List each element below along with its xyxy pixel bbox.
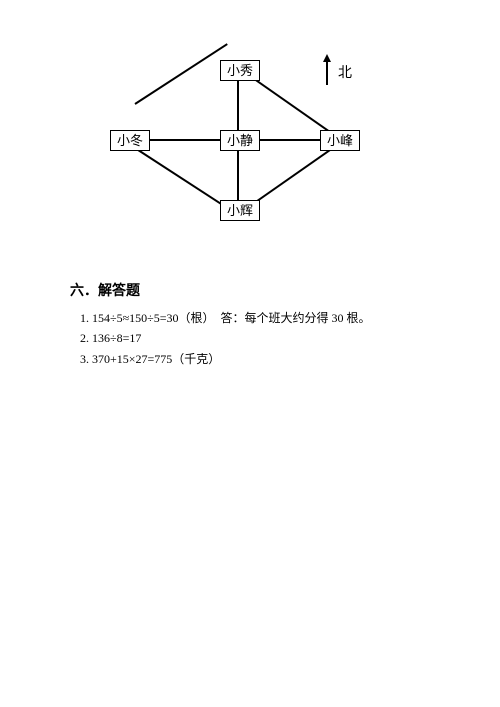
node-center: 小静	[220, 130, 260, 151]
network-diagram: 北 小秀 小冬 小静 小峰 小辉	[90, 40, 370, 240]
node-bottom-label: 小辉	[227, 203, 253, 218]
answers-block: 1. 154÷5≈150÷5=30（根） 答：每个班大约分得 30 根。 2. …	[80, 308, 460, 369]
edge-center-bottom	[237, 150, 239, 200]
edge-left-top	[134, 43, 227, 105]
answer-line-2: 2. 136÷8=17	[80, 328, 460, 348]
north-label: 北	[338, 62, 352, 82]
edge-bottom-right	[249, 148, 332, 207]
section-title: 六．解答题	[70, 280, 140, 300]
node-right: 小峰	[320, 130, 360, 151]
node-bottom: 小辉	[220, 200, 260, 221]
node-center-label: 小静	[227, 133, 253, 148]
edge-center-right	[256, 139, 320, 141]
edge-left-center	[146, 139, 220, 141]
node-left-label: 小冬	[117, 133, 143, 148]
north-arrow-shaft	[326, 60, 328, 85]
node-top-label: 小秀	[227, 63, 253, 78]
answer-line-1: 1. 154÷5≈150÷5=30（根） 答：每个班大约分得 30 根。	[80, 308, 460, 328]
north-arrow-head-icon	[323, 54, 331, 62]
edge-top-right	[249, 75, 332, 134]
answer-line-3: 3. 370+15×27=775（千克）	[80, 349, 460, 369]
edge-left-bottom	[134, 147, 227, 209]
node-right-label: 小峰	[327, 133, 353, 148]
node-top: 小秀	[220, 60, 260, 81]
page: 北 小秀 小冬 小静 小峰 小辉 六．	[0, 0, 500, 707]
edge-top-center	[237, 80, 239, 130]
node-left: 小冬	[110, 130, 150, 151]
